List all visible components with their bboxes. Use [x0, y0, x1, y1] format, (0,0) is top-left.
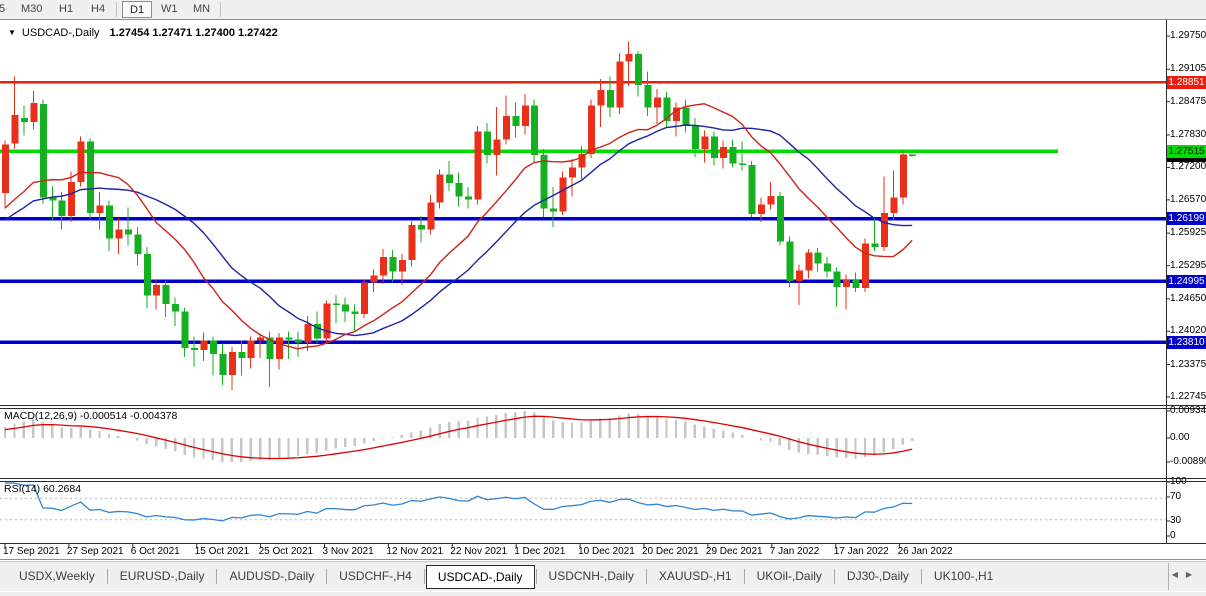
price-axis-label: 1.26570	[1170, 193, 1206, 205]
rsi-axis-label: 70	[1170, 491, 1182, 502]
tab-separator	[326, 569, 328, 584]
timeframe-button-5[interactable]: 5	[0, 3, 6, 15]
price-axis-label: 1.28475	[1170, 95, 1206, 107]
tab-separator	[106, 569, 108, 584]
price-axis-label: 1.25925	[1170, 227, 1206, 239]
candlestick-series	[2, 41, 917, 391]
timeframe-button-mn[interactable]: MN	[193, 3, 211, 15]
scroll-right-icon[interactable]: ▶	[1185, 570, 1200, 579]
date-axis-label: 15 Oct 2021	[194, 546, 250, 557]
toolbar-separator	[220, 2, 221, 17]
chart-tab-audusd-daily[interactable]: AUDUSD-,Daily	[229, 569, 315, 583]
timeframe-button-w1[interactable]: W1	[161, 3, 178, 15]
tab-separator	[920, 569, 922, 584]
rsi-panel-top-border	[0, 481, 1206, 482]
chart-tab-usdchf-h4[interactable]: USDCHF-,H4	[339, 569, 412, 583]
price-axis-label: 1.29105	[1170, 63, 1206, 75]
window-bottom-strip	[0, 591, 1206, 596]
level-price-badge: 1.26199	[1167, 212, 1206, 226]
rsi-axis-label: 30	[1170, 515, 1182, 526]
timeframe-button-d1[interactable]: D1	[122, 1, 153, 18]
price-axis-label: 1.23375	[1170, 358, 1206, 370]
tab-separator	[535, 569, 537, 584]
rsi-line	[5, 482, 913, 522]
chart-tab-xauusd-h1[interactable]: XAUUSD-,H1	[658, 569, 732, 583]
macd-histogram	[3, 411, 914, 463]
tab-separator	[216, 569, 218, 584]
price-axis-label: 1.27200	[1170, 161, 1206, 173]
macd-rsi-divider[interactable]	[0, 478, 1206, 479]
macd-signal-line	[4, 415, 913, 460]
ma-fast-line	[4, 103, 913, 350]
date-axis-label: 17 Sep 2021	[3, 546, 60, 557]
chart-tab-bar: USDX,Weekly EURUSD-,Daily AUDUSD-,Daily USD…	[0, 562, 1206, 591]
chart-tab-dj30-daily[interactable]: DJ30-,Daily	[846, 569, 909, 583]
window-bottom-border	[0, 559, 1206, 560]
chart-tab-usdx-weekly[interactable]: USDX,Weekly	[19, 569, 95, 583]
level-price-badge: 1.28851	[1167, 75, 1206, 89]
level-price-badge: 1.24995	[1167, 274, 1206, 288]
timeframe-toolbar: 5 M30 H1 H4 D1 W1 MN	[0, 0, 1206, 19]
scroll-left-icon[interactable]: ◀	[1171, 570, 1186, 579]
date-axis-label: 25 Oct 2021	[258, 546, 314, 557]
timeframe-button-m30[interactable]: M30	[21, 3, 43, 15]
main-macd-divider[interactable]	[0, 405, 1206, 406]
macd-panel-top-border	[0, 408, 1206, 409]
tab-separator	[645, 569, 647, 584]
price-axis-label: 1.24020	[1170, 325, 1206, 337]
tab-scroll-arrows: ◀▶	[1172, 570, 1200, 579]
toolbar-separator	[116, 2, 117, 17]
toolbar-divider	[0, 19, 1206, 20]
date-axis-label: 3 Nov 2021	[322, 546, 374, 557]
price-axis-label: 1.24650	[1170, 292, 1206, 304]
date-axis-label: 27 Sep 2021	[66, 546, 124, 557]
chart-ohlc-quote: 1.27454 1.27471 1.27400 1.27422	[109, 27, 278, 39]
price-axis-label: 1.27830	[1170, 128, 1206, 140]
ma-slow-line	[4, 124, 913, 337]
rsi-axis-label: 100	[1170, 476, 1187, 487]
tab-separator	[833, 569, 835, 584]
macd-axis-label: 0.00	[1170, 432, 1190, 443]
chart-tab-ukoil-daily[interactable]: UKOil-,Daily	[756, 569, 822, 583]
price-axis-label: 1.22745	[1170, 391, 1206, 402]
level-price-badge: 1.23810	[1167, 335, 1206, 349]
macd-indicator-label: MACD(12,26,9) -0.000514 -0.004378	[4, 410, 178, 422]
chart-tab-uk100-h1[interactable]: UK100-,H1	[933, 569, 994, 583]
tab-arrows-divider	[1168, 563, 1169, 590]
date-axis-label: 26 Jan 2022	[897, 546, 953, 557]
chart-tab-usdcad-daily[interactable]: USDCAD-,Daily	[425, 564, 535, 589]
tabbar-top-border	[0, 561, 1206, 562]
timeframe-button-h1[interactable]: H1	[59, 3, 74, 15]
chart-title: ▼ USDCAD-,Daily 1.27454 1.27471 1.27400 1.…	[8, 27, 278, 41]
chart-symbol-label: USDCAD-,Daily	[21, 27, 100, 39]
tab-separator	[423, 569, 425, 584]
price-axis-label: 1.25295	[1170, 259, 1206, 271]
level-price-badge: 1.27515	[1167, 144, 1206, 158]
date-axis-label: 22 Nov 2021	[450, 546, 508, 557]
date-axis-label: 17 Jan 2022	[833, 546, 889, 557]
chart-tab-usdcnh-daily[interactable]: USDCNH-,Daily	[548, 569, 634, 583]
macd-axis-label: -0.00890	[1170, 456, 1206, 467]
rsi-indicator-label: RSI(14) 60.2684	[4, 483, 82, 495]
date-axis-label: 10 Dec 2021	[578, 546, 635, 557]
date-axis-label: 29 Dec 2021	[705, 546, 763, 557]
date-axis-label: 12 Nov 2021	[386, 546, 444, 557]
date-axis-label: 20 Dec 2021	[642, 546, 699, 557]
price-axis-border	[1166, 20, 1167, 543]
date-axis-label: 6 Oct 2021	[130, 546, 180, 557]
chart-tab-eurusd-daily[interactable]: EURUSD-,Daily	[119, 569, 205, 583]
price-axis-label: 1.29750	[1170, 30, 1206, 41]
macd-axis-label: 0.009345	[1170, 405, 1206, 416]
timeframe-button-h4[interactable]: H4	[91, 3, 106, 15]
rsi-axis-label: 0	[1170, 530, 1176, 541]
tab-separator	[743, 569, 745, 584]
down-triangle-icon[interactable]: ▼	[8, 28, 16, 37]
date-axis-label: 7 Jan 2022	[769, 546, 820, 557]
date-axis-label: 1 Dec 2021	[514, 546, 566, 557]
rsi-bottom-border	[0, 543, 1206, 544]
